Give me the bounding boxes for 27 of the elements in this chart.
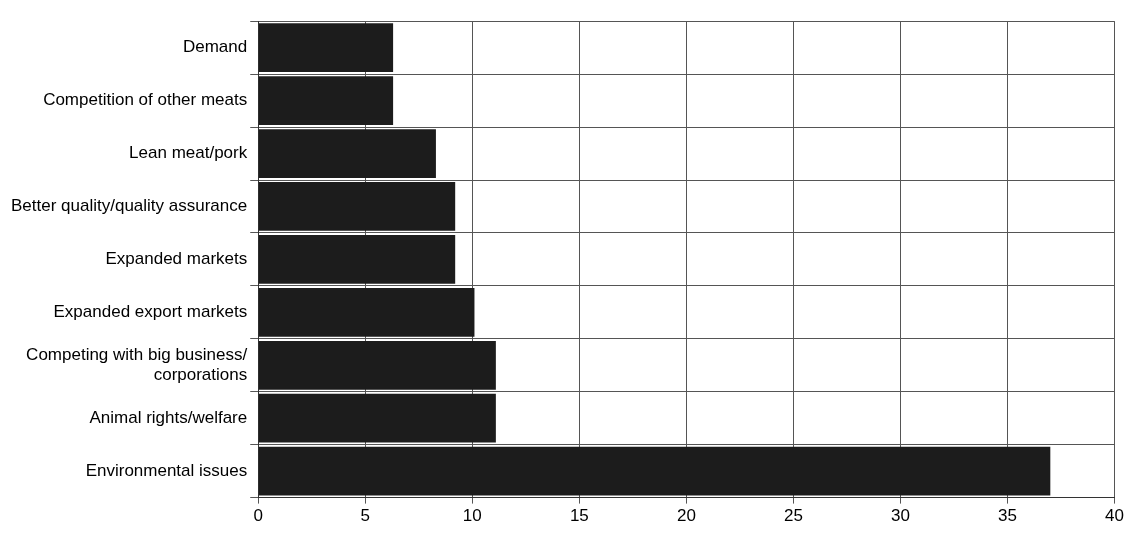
y-tick-label: Better quality/quality assurance xyxy=(10,196,248,216)
x-tick-label: 10 xyxy=(462,506,482,526)
bar xyxy=(258,393,496,443)
bar xyxy=(258,23,394,73)
x-tick-label: 40 xyxy=(1105,506,1125,526)
bar xyxy=(258,287,475,337)
x-tick-label: 5 xyxy=(360,506,371,526)
x-tick-label: 0 xyxy=(253,506,263,526)
x-tick-label: 25 xyxy=(783,506,803,526)
x-tick-label: 15 xyxy=(569,506,589,526)
bar xyxy=(258,129,436,178)
y-tick-label: Environmental issues xyxy=(85,460,248,480)
bar xyxy=(258,235,456,284)
y-tick-label: Lean meat/pork xyxy=(129,143,248,163)
y-tick-label: Expanded export markets xyxy=(53,302,248,322)
x-tick-label: 30 xyxy=(891,506,910,526)
bar xyxy=(258,76,394,125)
y-tick-label: Competing with big business/ corporations xyxy=(26,344,248,385)
y-tick-label: Expanded markets xyxy=(105,249,248,269)
bar xyxy=(258,446,1051,496)
y-tick-label: Competition of other meats xyxy=(43,90,248,110)
bar xyxy=(258,182,456,231)
bar xyxy=(258,340,496,390)
y-tick-label: Demand xyxy=(182,37,248,57)
x-tick-label: 20 xyxy=(676,506,696,526)
x-tick-label: 35 xyxy=(998,506,1017,526)
y-tick-label: Animal rights/welfare xyxy=(89,407,248,427)
